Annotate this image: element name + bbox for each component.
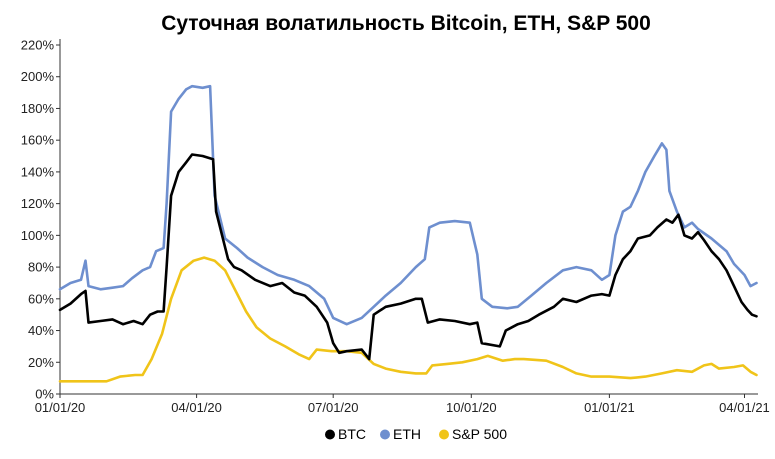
y-tick-label: 20% <box>28 355 54 370</box>
x-tick-label: 01/01/20 <box>35 400 86 415</box>
legend: BTC ETH S&P 500 <box>325 426 507 442</box>
legend-label-eth: ETH <box>393 426 421 442</box>
series-line-s-p-500 <box>58 256 758 383</box>
legend-label-s-p-500: S&P 500 <box>452 426 507 442</box>
y-tick-label: 40% <box>28 323 54 338</box>
x-tick-label: 10/01/20 <box>446 400 497 415</box>
y-tick-label: 200% <box>21 69 55 84</box>
legend-marker-eth <box>380 429 390 440</box>
series-line-eth <box>58 84 758 326</box>
y-tick-label: 60% <box>28 291 54 306</box>
x-tick-label: 04/01/20 <box>171 400 222 415</box>
y-tick-label: 180% <box>21 101 55 116</box>
x-tick-label: 04/01/21 <box>719 400 770 415</box>
x-tick-label: 07/01/20 <box>308 400 359 415</box>
legend-label-btc: BTC <box>338 426 366 442</box>
y-tick-label: 160% <box>21 133 55 148</box>
y-tick-label: 220% <box>21 38 55 53</box>
y-tick-label: 80% <box>28 260 54 275</box>
y-tick-label: 120% <box>21 196 55 211</box>
chart-title: Суточная волатильность Bitcoin, ETH, S&P… <box>161 12 651 35</box>
y-tick-label: 140% <box>21 164 55 179</box>
plot-area: 0% 20% 40% 60% 80% 100% 120% 140% 160% 180% 200% 22… <box>21 38 770 416</box>
series-line-btc <box>58 153 758 361</box>
y-tick-label: 0% <box>35 387 54 402</box>
legend-marker-s-p-500 <box>439 429 449 440</box>
x-tick-label: 01/01/21 <box>584 400 635 415</box>
legend-marker-btc <box>325 429 335 440</box>
y-tick-label: 100% <box>21 228 55 243</box>
